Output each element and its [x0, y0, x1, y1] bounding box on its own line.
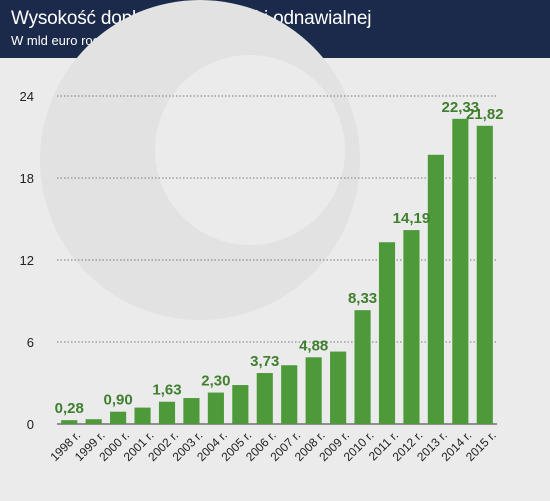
- y-tick-label: 0: [27, 417, 34, 432]
- watermark-logo: [40, 0, 360, 320]
- y-tick-label: 12: [20, 253, 34, 268]
- data-label: 8,33: [348, 290, 377, 307]
- bar: [452, 118, 469, 424]
- bar: [330, 351, 347, 424]
- bar: [476, 125, 493, 424]
- bar: [427, 154, 444, 424]
- y-tick-label: 18: [20, 171, 34, 186]
- bar: [85, 419, 102, 424]
- bar: [305, 357, 322, 424]
- data-label: 14,19: [393, 210, 431, 227]
- y-tick-label: 24: [20, 89, 34, 104]
- bar: [110, 411, 127, 424]
- data-label: 0,90: [104, 392, 133, 409]
- data-label: 22,33: [442, 99, 480, 116]
- data-label: 2,30: [201, 373, 230, 390]
- bar: [207, 392, 224, 424]
- data-label: 1,63: [152, 382, 181, 399]
- bar: [232, 385, 249, 424]
- bar: [354, 310, 371, 424]
- data-label: 3,73: [250, 353, 279, 370]
- y-tick-label: 6: [27, 335, 34, 350]
- bar: [134, 407, 151, 424]
- data-label: 21,82: [466, 106, 504, 123]
- bar: [281, 365, 298, 424]
- bar: [378, 242, 396, 424]
- bar: [61, 420, 78, 424]
- data-label: 4,88: [299, 337, 328, 354]
- bar: [183, 398, 200, 424]
- data-label: 0,28: [55, 400, 84, 417]
- bar: [158, 401, 176, 424]
- bar: [403, 230, 420, 424]
- bar: [256, 373, 273, 424]
